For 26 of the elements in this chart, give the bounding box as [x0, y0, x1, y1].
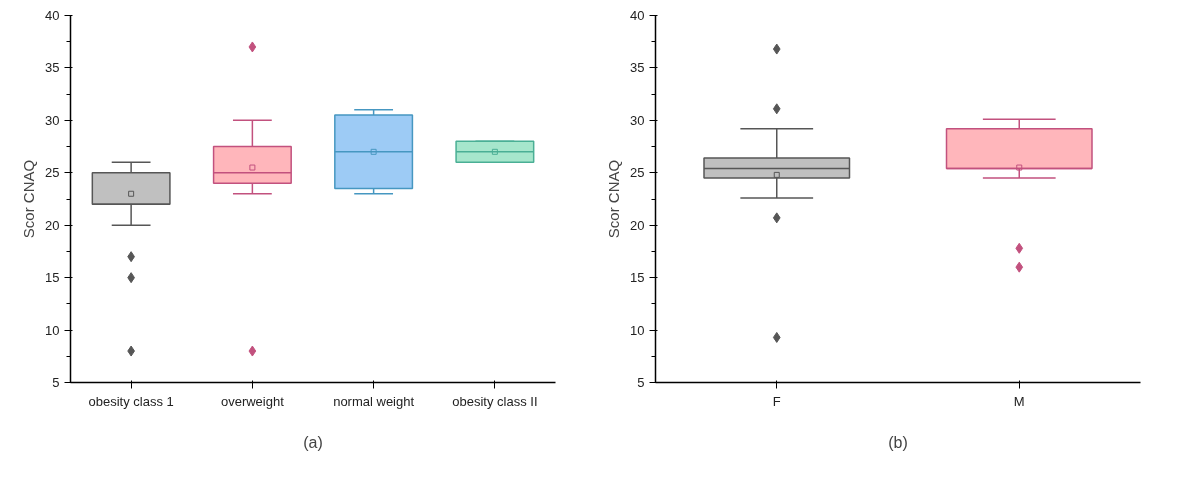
y-tick-label: 5	[637, 375, 645, 390]
y-tick-label: 10	[45, 322, 60, 338]
y-tick-label: 5	[52, 375, 60, 390]
y-tick-label: 10	[630, 322, 645, 338]
y-axis-title: Scor CNAQ	[605, 159, 623, 239]
text: (a)	[303, 433, 323, 451]
y-tick-label: 30	[630, 112, 645, 128]
y-tick-label: 40	[630, 8, 645, 23]
y-tick-label: 35	[630, 60, 645, 76]
text: (b)	[888, 433, 908, 451]
x-tick-label: obesity class 1	[88, 393, 174, 409]
y-tick-label: 35	[45, 60, 60, 76]
y-tick-label: 15	[45, 270, 60, 286]
x-tick-label: normal weight	[333, 393, 415, 409]
y-axis-title: Scor CNAQ	[20, 159, 38, 239]
x-tick-label: F	[772, 393, 781, 409]
y-tick-label: 25	[630, 165, 645, 181]
y-tick-label: 25	[45, 165, 60, 181]
x-tick-label: overweight	[220, 393, 285, 409]
y-tick-label: 40	[45, 8, 60, 23]
y-tick-label: 20	[45, 217, 60, 233]
y-tick-label: 30	[45, 112, 60, 128]
y-tick-label: 20	[630, 217, 645, 233]
y-tick-label: 15	[630, 270, 645, 286]
x-tick-label: M	[1013, 393, 1025, 409]
x-tick-label: obesity class II	[452, 393, 538, 409]
